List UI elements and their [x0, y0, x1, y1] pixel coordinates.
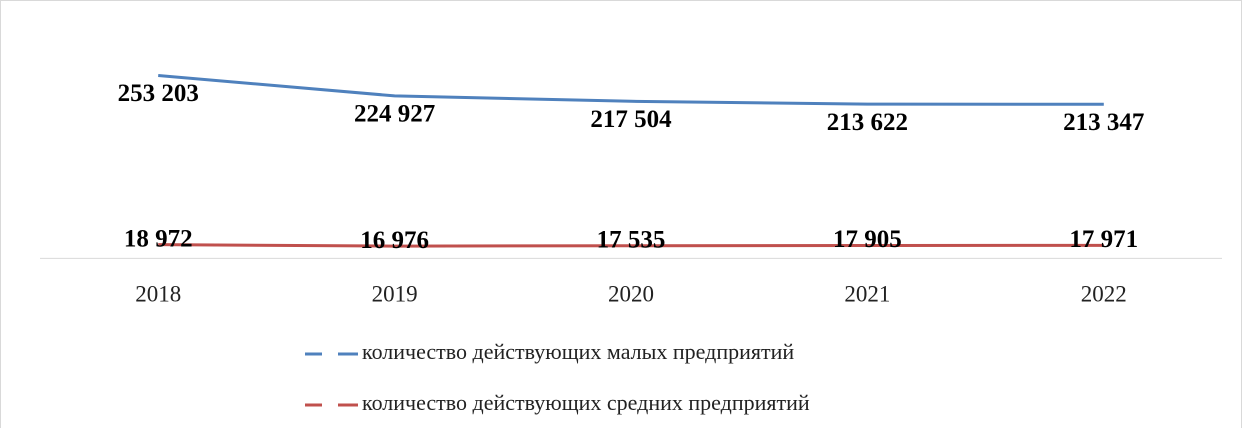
- x-tick-label: 2021: [844, 281, 890, 306]
- x-tick-label: 2018: [135, 281, 181, 306]
- data-label: 217 504: [590, 106, 672, 133]
- x-tick-label: 2019: [372, 281, 418, 306]
- data-label: 16 976: [360, 227, 429, 254]
- data-label: 224 927: [354, 101, 435, 128]
- data-label: 17 905: [833, 226, 902, 253]
- x-tick-label: 2020: [608, 281, 654, 306]
- data-label: 18 972: [124, 225, 193, 252]
- data-label: 17 535: [597, 226, 666, 253]
- line: [158, 243, 1104, 248]
- data-label: 213 347: [1063, 109, 1144, 136]
- x-tick-label: 2022: [1081, 281, 1127, 306]
- legend-label: количество действующих малых предприятий: [362, 339, 794, 364]
- data-label: 213 622: [827, 109, 908, 136]
- data-label: 253 203: [118, 80, 199, 107]
- data-label: 17 971: [1069, 226, 1138, 253]
- legend-label: количество действующих средних предприят…: [362, 390, 810, 415]
- line: [158, 73, 1104, 106]
